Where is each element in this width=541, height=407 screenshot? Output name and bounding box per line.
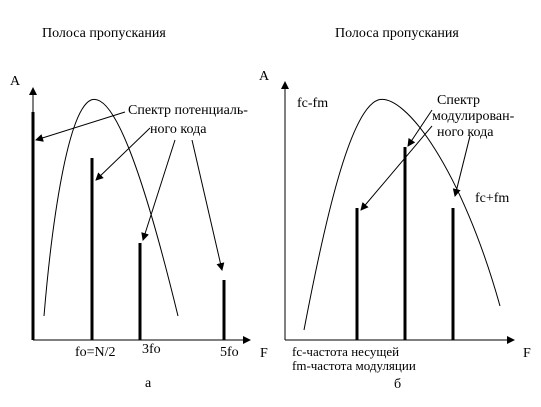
- right-legend-line2: fm-частота модуляции: [292, 358, 416, 373]
- left-callout-arrow-fo: [95, 127, 151, 181]
- right-axis-x-label: F: [523, 346, 531, 361]
- left-callout-line2: ного кода: [150, 122, 207, 137]
- left-caption: а: [145, 376, 152, 391]
- left-title: Полоса пропускания: [42, 26, 166, 41]
- left-tick-5fo: 5fo: [220, 345, 239, 360]
- right-passband-curve: [303, 98, 501, 331]
- left-axis-y-label: A: [10, 74, 21, 89]
- right-caption: б: [394, 377, 401, 392]
- left-passband-curve: [43, 98, 179, 317]
- right-label-fc-minus-fm: fc-fm: [297, 96, 328, 111]
- right-callout-line2: модулирован-: [432, 109, 515, 124]
- right-callout-arrow-upper: [452, 135, 471, 197]
- left-callout-arrow-3fo: [141, 139, 176, 241]
- right-label-fc-plus-fm: fc+fm: [475, 191, 509, 206]
- right-callout-arrow-lower: [360, 125, 433, 211]
- right-axis-y-label: A: [259, 69, 270, 84]
- left-tick-fo: fo=N/2: [75, 345, 116, 360]
- left-callout-line1: Спектр потенциаль-: [128, 103, 248, 118]
- left-callout-arrow-5fo: [191, 139, 225, 271]
- left-tick-3fo: 3fo: [142, 342, 161, 357]
- left-panel: Полоса пропускания A Спектр потенциаль- …: [10, 26, 268, 391]
- right-panel: Полоса пропускания A fc-fm Спектр модули…: [259, 26, 531, 392]
- left-axis-x-label: F: [260, 346, 268, 361]
- right-title: Полоса пропускания: [335, 26, 459, 41]
- right-legend-line1: fc-частота несущей: [292, 344, 399, 359]
- left-callout-arrow-dc: [35, 111, 126, 142]
- right-callout-line1: Спектр: [437, 93, 480, 108]
- right-callout-line3: ного кода: [437, 125, 494, 140]
- right-callout-arrow-carrier: [407, 109, 433, 147]
